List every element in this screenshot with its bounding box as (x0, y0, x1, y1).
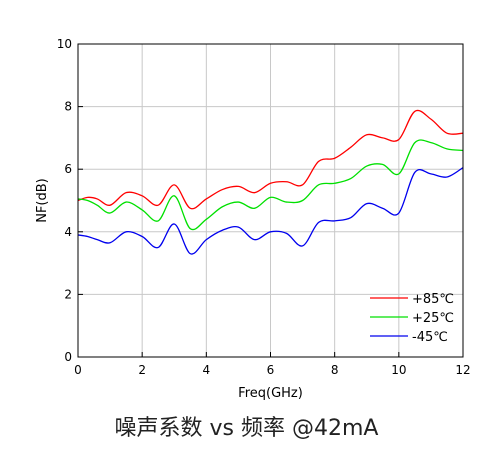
x-tick-label-6: 12 (455, 363, 470, 377)
legend: +85℃ +25℃ -45℃ (370, 292, 454, 345)
x-tick-label-1: 2 (138, 363, 146, 377)
legend-label-0: +85℃ (412, 292, 454, 307)
y-tick-label-4: 8 (64, 100, 72, 114)
axis-ticks: 0 2 4 6 8 10 12 0 2 4 6 8 10 (57, 37, 471, 377)
series-line-1 (78, 139, 463, 231)
y-tick-label-1: 2 (64, 287, 72, 301)
grid (78, 44, 463, 357)
series-layer (78, 109, 463, 255)
x-axis-label: Freq(GHz) (238, 386, 303, 401)
legend-label-2: -45℃ (412, 330, 448, 345)
legend-label-1: +25℃ (412, 311, 454, 326)
chart-caption: 噪声系数 vs 频率 @42mA (114, 416, 379, 441)
y-tick-label-3: 6 (64, 162, 72, 176)
x-tick-label-0: 0 (74, 363, 82, 377)
y-tick-label-0: 0 (64, 350, 72, 364)
y-axis-label: NF(dB) (35, 178, 50, 223)
y-tick-label-2: 4 (64, 225, 72, 239)
nf-vs-frequency-chart: 0 2 4 6 8 10 12 0 2 4 6 8 10 Freq(GHz) NF(dB) +85℃ +2… (35, 37, 471, 401)
y-tick-label-5: 10 (57, 37, 72, 51)
series-line-0 (78, 109, 463, 210)
x-tick-label-2: 4 (203, 363, 211, 377)
x-tick-label-4: 8 (331, 363, 339, 377)
x-tick-label-5: 10 (391, 363, 406, 377)
series-line-2 (78, 167, 463, 255)
x-tick-label-3: 6 (267, 363, 275, 377)
